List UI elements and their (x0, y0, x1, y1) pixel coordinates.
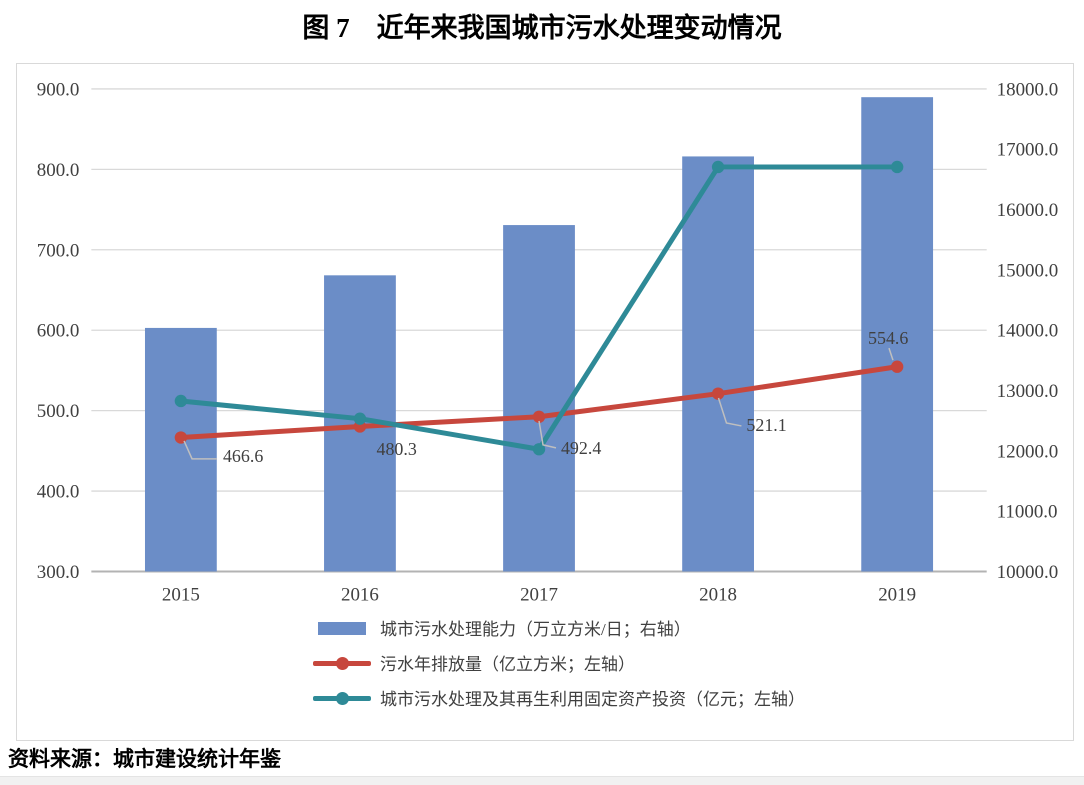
line-series-investment (174, 160, 904, 456)
source-note: 资料来源：城市建设统计年鉴 (8, 747, 281, 771)
data-labels: 466.6 480.3 492.4 521.1 554.6 (183, 328, 908, 466)
svg-text:10000.0: 10000.0 (997, 562, 1059, 583)
svg-text:700.0: 700.0 (37, 240, 80, 261)
bottom-strip (0, 776, 1084, 785)
legend-line-swatch-icon (313, 655, 371, 671)
svg-text:11000.0: 11000.0 (997, 502, 1058, 523)
svg-text:300.0: 300.0 (37, 562, 80, 583)
legend-item-label: 城市污水处理及其再生利用固定资产投资（亿元；左轴） (380, 690, 805, 709)
svg-text:500.0: 500.0 (37, 401, 80, 422)
svg-text:12000.0: 12000.0 (997, 441, 1059, 462)
svg-text:15000.0: 15000.0 (997, 260, 1059, 281)
chart-title: 图 7 近年来我国城市污水处理变动情况 (302, 13, 782, 43)
data-label: 480.3 (376, 439, 416, 459)
svg-text:2018: 2018 (699, 584, 737, 605)
svg-text:14000.0: 14000.0 (997, 321, 1059, 342)
legend-line-swatch-icon (313, 690, 371, 706)
chart-legend: 城市污水处理能力（万立方米/日；右轴） 污水年排放量（亿立方米；左轴） 城市污水处理… (313, 610, 805, 715)
legend-item-label: 污水年排放量（亿立方米；左轴） (380, 655, 635, 674)
data-label: 492.4 (561, 438, 601, 458)
svg-text:17000.0: 17000.0 (997, 140, 1059, 161)
svg-text:2019: 2019 (878, 584, 916, 605)
legend-item: 污水年排放量（亿立方米；左轴） (313, 645, 805, 680)
svg-text:2017: 2017 (520, 584, 558, 605)
x-axis-labels: 2015 2016 2017 2018 2019 (162, 584, 916, 605)
data-label: 521.1 (746, 415, 786, 435)
svg-text:600.0: 600.0 (37, 321, 80, 342)
legend-item: 城市污水处理及其再生利用固定资产投资（亿元；左轴） (313, 680, 805, 715)
svg-text:800.0: 800.0 (37, 160, 80, 181)
data-label: 554.6 (868, 328, 908, 348)
svg-text:18000.0: 18000.0 (997, 79, 1059, 100)
svg-text:2016: 2016 (341, 584, 379, 605)
chart-frame: 900.0 800.0 700.0 600.0 500.0 400.0 300.0 18000… (16, 63, 1074, 741)
svg-text:13000.0: 13000.0 (997, 381, 1059, 402)
svg-text:900.0: 900.0 (37, 79, 80, 100)
svg-text:400.0: 400.0 (37, 482, 80, 503)
svg-text:2015: 2015 (162, 584, 200, 605)
legend-item-label: 城市污水处理能力（万立方米/日；右轴） (380, 620, 691, 639)
left-axis-labels: 900.0 800.0 700.0 600.0 500.0 400.0 300.0 (37, 79, 80, 583)
right-axis-labels: 18000.0 17000.0 16000.0 15000.0 14000.0 13000… (997, 79, 1059, 583)
legend-bar-swatch-icon (313, 620, 371, 636)
data-label: 466.6 (223, 446, 263, 466)
svg-text:16000.0: 16000.0 (997, 200, 1059, 221)
legend-item: 城市污水处理能力（万立方米/日；右轴） (313, 610, 805, 645)
combo-chart: 900.0 800.0 700.0 600.0 500.0 400.0 300.0 18000… (37, 79, 1059, 605)
